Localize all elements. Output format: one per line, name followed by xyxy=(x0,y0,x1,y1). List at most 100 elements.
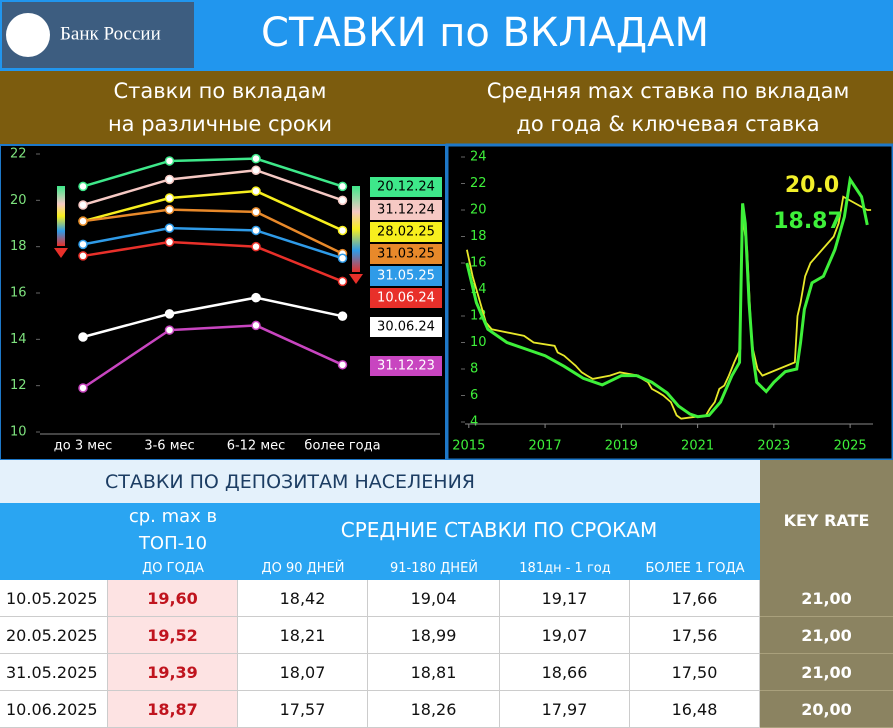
point xyxy=(251,292,261,303)
table-cell: 18,07 xyxy=(238,654,368,691)
point xyxy=(164,204,175,215)
table-cell: 17,97 xyxy=(500,691,630,728)
range-bar xyxy=(57,186,65,246)
table-cell: 31.05.2025 xyxy=(0,654,108,691)
charts: Банк России СТАВКИ по ВКЛАДАМ Ставки по … xyxy=(0,0,893,460)
series-line xyxy=(465,175,869,419)
point xyxy=(251,165,261,175)
table-cell: 18,21 xyxy=(238,617,368,654)
point xyxy=(337,276,348,287)
chart-title: Средняя max ставка по вкладам xyxy=(487,79,850,103)
series-line xyxy=(466,195,872,420)
legend-box xyxy=(370,177,442,197)
table-cell: ТОП-10 xyxy=(138,532,208,554)
table-cell: БОЛЕЕ 1 ГОДА xyxy=(645,560,745,576)
point xyxy=(78,200,88,210)
table-cell: 19,17 xyxy=(500,580,630,617)
legend-box xyxy=(370,200,442,220)
table-cell: 18,99 xyxy=(368,617,500,654)
table-cell: 19,07 xyxy=(500,617,630,654)
y-tick-label: 14 xyxy=(10,332,27,347)
point xyxy=(78,332,88,342)
x-tick-label: 2017 xyxy=(529,439,562,454)
table-cell: 19,60 xyxy=(108,580,238,617)
x-tick-label: более года xyxy=(304,439,380,454)
y-tick-label: 20 xyxy=(470,203,487,218)
point xyxy=(337,360,348,370)
table-cell xyxy=(0,503,760,580)
point xyxy=(251,207,261,217)
legend-box xyxy=(370,266,442,286)
point xyxy=(251,241,261,252)
legend-label: 31.12.23 xyxy=(377,359,435,374)
y-tick-label: 8 xyxy=(470,362,478,377)
table-cell: СТАВКИ ПО ДЕПОЗИТАМ НАСЕЛЕНИЯ xyxy=(0,460,760,503)
point xyxy=(164,237,175,247)
table-cell: 21,00 xyxy=(760,580,893,617)
table-cell: 18,42 xyxy=(238,580,368,617)
table-cell: 10.06.2025 xyxy=(0,691,108,728)
y-tick-label: 16 xyxy=(10,286,27,301)
x-tick-label: 2025 xyxy=(834,439,867,454)
chart-title: Ставки по вкладам xyxy=(114,79,327,103)
point xyxy=(164,223,175,233)
table-cell: 17,57 xyxy=(238,691,368,728)
series-line xyxy=(82,226,343,260)
table-cell: ДО 90 ДНЕЙ xyxy=(261,560,345,576)
point xyxy=(78,181,88,192)
series-line xyxy=(82,240,343,283)
table-cell: СРЕДНИЕ СТАВКИ ПО СРОКАМ xyxy=(340,518,658,542)
range-bar xyxy=(352,186,360,272)
table-cell: 91-180 ДНЕЙ xyxy=(389,560,479,576)
legend-label: 28.02.25 xyxy=(377,225,435,240)
table-cell: 16,48 xyxy=(630,691,760,728)
annotation: 18.87 xyxy=(773,209,843,234)
series-line xyxy=(82,296,343,339)
chart-title: на различные сроки xyxy=(108,112,332,136)
table-cell: 20.05.2025 xyxy=(0,617,108,654)
table-cell: 19,39 xyxy=(108,654,238,691)
table-cell: ср. max в xyxy=(128,505,218,527)
y-tick-label: 6 xyxy=(470,388,478,403)
point xyxy=(78,383,88,393)
table-cell: 17,50 xyxy=(630,654,760,691)
chart-title: до года & ключевая ставка xyxy=(516,112,819,136)
table-cell: 18,26 xyxy=(368,691,500,728)
legend-box xyxy=(370,222,442,242)
point xyxy=(164,156,175,166)
series-line xyxy=(82,324,344,390)
y-tick-label: 10 xyxy=(10,425,27,440)
legend-label: 20.12.24 xyxy=(377,180,435,195)
y-tick-label: 22 xyxy=(10,147,27,162)
point xyxy=(337,311,348,321)
table-cell: 181дн - 1 год xyxy=(519,560,611,576)
series-line xyxy=(82,208,344,255)
table-cell: 18,66 xyxy=(500,654,630,691)
annotation: 20.0 xyxy=(785,173,839,198)
point xyxy=(251,320,261,331)
point xyxy=(164,325,175,335)
legend-label: 30.06.24 xyxy=(377,320,435,335)
table-cell: 10.05.2025 xyxy=(0,580,108,617)
x-tick-label: 2019 xyxy=(605,439,638,454)
logo-text: Банк России xyxy=(60,23,161,44)
table-cell: ДО ГОДА xyxy=(142,560,204,576)
y-tick-label: 18 xyxy=(10,239,27,254)
table-cell: 18,81 xyxy=(368,654,500,691)
chart2-bg xyxy=(445,143,893,460)
y-tick-label: 24 xyxy=(470,150,487,165)
table-cell: 20,00 xyxy=(760,691,893,728)
title-band xyxy=(0,71,893,145)
page-title: СТАВКИ по ВКЛАДАМ xyxy=(261,10,709,56)
arrow xyxy=(349,274,363,284)
logo-emblem xyxy=(6,13,50,57)
point xyxy=(251,153,261,164)
point xyxy=(337,253,348,263)
table-cell: KEY RATE xyxy=(783,510,870,530)
series-line xyxy=(82,157,343,188)
x-tick-label: 2021 xyxy=(681,439,714,454)
point xyxy=(164,309,175,319)
table-cell: 21,00 xyxy=(760,617,893,654)
point xyxy=(78,216,88,226)
